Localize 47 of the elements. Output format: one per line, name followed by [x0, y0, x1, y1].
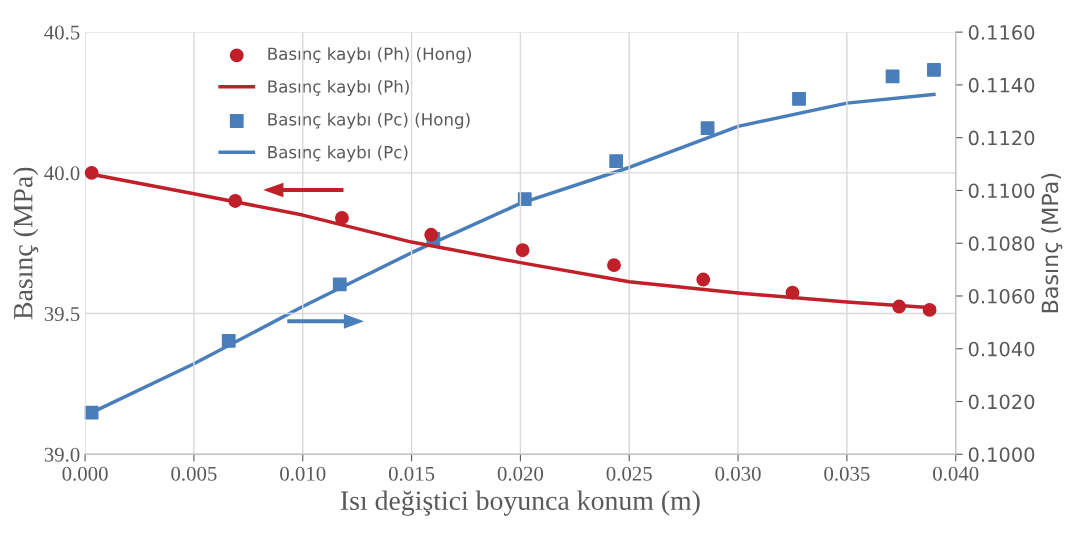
- x-tick-label: 0.035: [824, 466, 870, 481]
- point: [785, 285, 800, 300]
- y-tick-label: 39.0: [44, 447, 80, 462]
- point: [221, 333, 236, 348]
- y2-tick-label: 0.1020: [968, 394, 1035, 410]
- x-tick-label: 0.005: [171, 466, 217, 481]
- point: [515, 243, 530, 258]
- point: [228, 194, 243, 208]
- y2-tick-label: 0.1160: [968, 25, 1035, 40]
- y2-tick-label: 0.1000: [968, 447, 1035, 462]
- x-tick-label: 0.000: [62, 466, 108, 481]
- x-tick-label: 0.015: [388, 466, 435, 481]
- point: [607, 258, 621, 273]
- legend-label: Basınç kaybı (Ph) (Hong): [268, 47, 472, 64]
- legend-label: Basınç kaybı (Pc) (Hong): [268, 112, 470, 129]
- y2-tick-label: 0.1040: [968, 341, 1035, 357]
- legend-label: Basınç kaybı (Pc): [268, 145, 408, 162]
- x-tick-label: 0.040: [933, 466, 979, 481]
- point: [922, 302, 937, 317]
- x-tick-label: 0.025: [606, 466, 652, 481]
- point: [424, 227, 439, 242]
- y2-tick-label: 0.1060: [968, 288, 1035, 304]
- point: [792, 91, 806, 106]
- y2-tick-label: 0.1100: [968, 183, 1035, 199]
- legend-label: Basınç kaybı (Ph): [268, 79, 409, 97]
- y2-tick-label: 0.1120: [968, 130, 1035, 146]
- point: [609, 154, 624, 169]
- y-tick-label: 40.0: [44, 166, 80, 181]
- point: [84, 165, 99, 180]
- y-tick-label: 40.5: [44, 25, 80, 40]
- point: [335, 210, 349, 225]
- y2-tick-label: 0.1080: [968, 236, 1035, 251]
- point: [332, 277, 347, 292]
- y2-axis-title: Basınç (MPa): [1041, 173, 1063, 313]
- point: [927, 62, 941, 77]
- point: [517, 192, 532, 207]
- point: [885, 69, 900, 84]
- point: [696, 272, 711, 287]
- x-tick-label: 0.030: [715, 466, 761, 481]
- x-tick-label: 0.020: [497, 466, 544, 481]
- y-axis-title: Basınç (MPa): [13, 167, 39, 320]
- point: [892, 299, 907, 314]
- x-tick-label: 0.010: [280, 466, 326, 481]
- point: [700, 121, 715, 136]
- y-tick-label: 39.5: [44, 307, 80, 322]
- x-axis-title: Isı değiştici boyunca konum (m): [340, 490, 700, 516]
- y2-tick-label: 0.1140: [968, 77, 1035, 93]
